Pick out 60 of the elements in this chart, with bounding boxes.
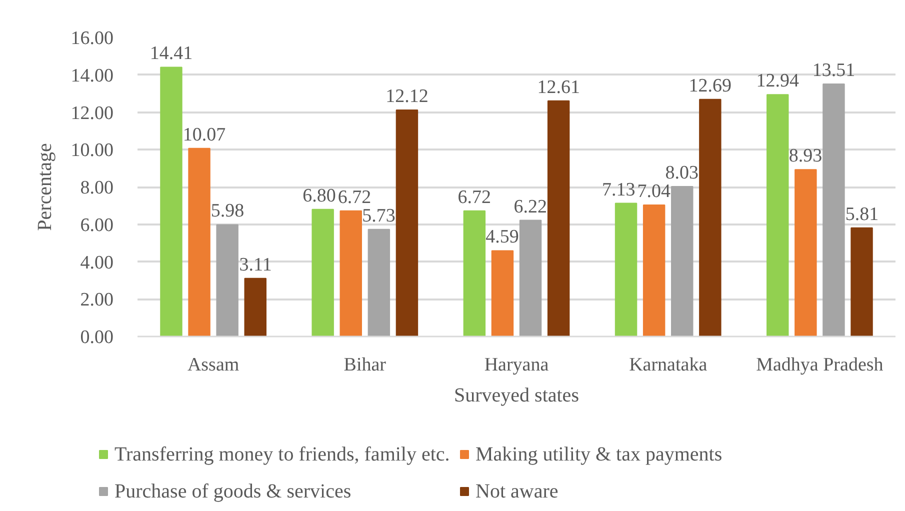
y-tick-label: 2.00: [80, 290, 114, 311]
bar: [766, 94, 789, 336]
bar: [547, 100, 570, 336]
bar: [850, 227, 873, 336]
y-tick-label: 0.00: [80, 327, 114, 348]
data-label: 14.41: [150, 43, 193, 64]
data-label: 7.04: [637, 180, 672, 202]
legend-label: Transferring money to friends, family etc.: [114, 444, 450, 466]
bar: [699, 98, 722, 336]
bar: [244, 278, 266, 336]
bar: [671, 186, 694, 336]
bar: [368, 228, 390, 336]
y-tick-label: 16.00: [70, 28, 114, 49]
data-label: 13.51: [812, 60, 856, 82]
bar: [160, 66, 182, 336]
bar: [491, 250, 514, 336]
bar: [188, 148, 210, 336]
data-label: 5.81: [845, 204, 879, 225]
data-label: 6.80: [302, 185, 336, 206]
data-label: 8.03: [665, 162, 699, 184]
y-tick-label: 6.00: [80, 214, 114, 236]
x-tick-label: Karnataka: [629, 354, 708, 376]
data-label: 12.61: [537, 76, 580, 98]
y-tick-label: 4.00: [80, 252, 114, 274]
x-axis-title: Surveyed states: [454, 384, 580, 406]
data-label: 12.94: [756, 70, 800, 92]
data-label: 12.69: [688, 75, 732, 96]
x-tick-label: Bihar: [344, 354, 387, 376]
data-label: 5.73: [362, 205, 396, 226]
data-label: 10.07: [182, 124, 226, 146]
bar: [614, 202, 638, 336]
bar: [340, 210, 362, 336]
data-label: 5.98: [210, 200, 244, 222]
y-tick-label: 8.00: [80, 178, 114, 198]
x-tick-label: Madhya Pradesh: [756, 354, 884, 376]
y-axis-title: Percentage: [34, 143, 56, 231]
y-tick-label: 10.00: [70, 140, 114, 162]
data-label: 7.13: [602, 179, 636, 200]
data-label: 8.93: [788, 146, 822, 167]
y-tick-label: 12.00: [70, 102, 114, 124]
x-tick-label: Haryana: [484, 354, 550, 376]
data-label: 6.72: [458, 186, 492, 208]
bar: [642, 204, 666, 336]
legend-label: Not aware: [476, 480, 558, 502]
y-tick-label: 14.00: [70, 65, 114, 86]
legend-label: Making utility & tax payments: [476, 444, 722, 466]
bar: [312, 208, 334, 336]
bar: [396, 110, 418, 336]
bar: [794, 169, 817, 336]
x-tick-label: Assam: [187, 354, 240, 376]
data-label: 6.72: [338, 186, 372, 208]
bar: [463, 210, 486, 336]
bar: [822, 84, 845, 336]
bar: [216, 224, 238, 336]
data-label: 3.11: [239, 254, 272, 276]
legend-label: Purchase of goods & services: [114, 480, 352, 502]
bar: [519, 220, 542, 336]
data-label: 12.12: [386, 86, 428, 108]
data-label: 6.22: [514, 196, 547, 218]
data-label: 4.59: [486, 226, 519, 248]
